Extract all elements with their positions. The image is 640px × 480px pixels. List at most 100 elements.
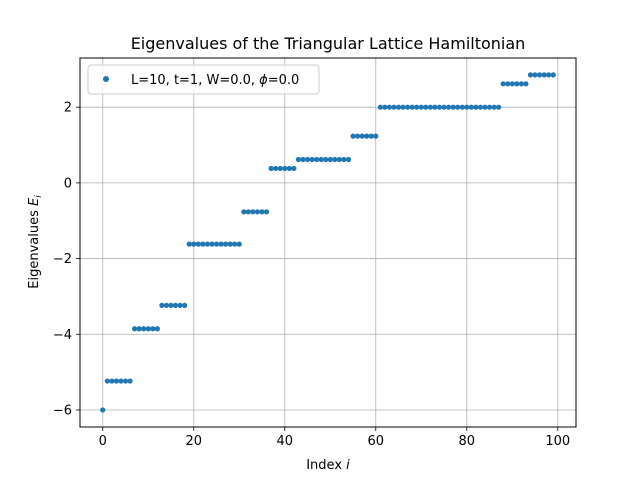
data-point [195, 241, 201, 247]
data-point [364, 133, 370, 139]
data-point [136, 326, 142, 332]
y-tick-label: −2 [53, 252, 72, 267]
data-point [177, 302, 183, 308]
data-point [182, 302, 188, 308]
x-axis-label: Index i [306, 458, 350, 473]
data-point [232, 241, 238, 247]
data-point [109, 378, 115, 384]
data-point [459, 104, 465, 110]
data-point [423, 104, 429, 110]
data-point [122, 378, 129, 384]
data-point [163, 302, 170, 308]
data-point [359, 133, 365, 139]
data-point [395, 104, 402, 110]
data-point [491, 104, 497, 110]
data-point [427, 104, 433, 110]
data-point [241, 209, 247, 215]
data-point [391, 104, 397, 110]
data-point [477, 104, 484, 110]
data-point [191, 241, 197, 247]
data-point [209, 241, 215, 247]
data-point [546, 72, 552, 78]
data-point [295, 156, 302, 163]
data-point [550, 72, 556, 78]
data-point [100, 407, 106, 413]
y-tick-label: −6 [53, 403, 72, 418]
data-point [541, 72, 547, 78]
data-point [500, 81, 506, 87]
data-point [213, 241, 220, 247]
data-point [314, 156, 320, 163]
data-point [455, 104, 461, 110]
y-tick-label: 2 [64, 101, 72, 116]
data-point [436, 104, 443, 110]
data-point [227, 241, 233, 247]
data-point [236, 241, 242, 247]
data-point [268, 165, 274, 172]
data-point [259, 209, 265, 215]
legend-box [87, 64, 320, 95]
data-point [441, 104, 447, 110]
data-point [304, 156, 311, 163]
data-point [382, 104, 388, 110]
data-point [336, 156, 342, 163]
data-point [273, 165, 279, 172]
data-point [345, 156, 352, 163]
data-point [350, 133, 356, 139]
data-point [159, 302, 165, 308]
data-point [527, 72, 534, 78]
data-point [300, 156, 306, 163]
data-point [450, 104, 456, 110]
data-point [254, 209, 261, 215]
data-point [486, 104, 493, 110]
data-point [218, 241, 224, 247]
chart-title: Eigenvalues of the Triangular Lattice Ha… [131, 34, 526, 53]
data-point [414, 104, 420, 110]
data-point [245, 209, 251, 215]
data-point [514, 81, 520, 87]
data-point [172, 302, 179, 308]
data-point [482, 104, 488, 110]
data-point [373, 133, 379, 139]
data-point [127, 378, 133, 384]
data-point [141, 326, 147, 332]
data-point [250, 209, 256, 215]
data-point [318, 156, 324, 163]
data-point [468, 104, 474, 110]
data-point [323, 156, 329, 163]
data-point [445, 104, 452, 110]
data-point [200, 241, 206, 247]
y-tick-label: −4 [53, 328, 72, 343]
data-point [464, 104, 470, 110]
data-point [145, 326, 151, 332]
data-point [409, 104, 415, 110]
data-point [309, 156, 315, 163]
data-point [518, 81, 524, 87]
data-point [536, 72, 543, 78]
data-point [496, 104, 502, 110]
data-point [354, 133, 361, 139]
data-point [277, 165, 283, 172]
legend-marker [103, 76, 109, 82]
data-point [368, 133, 374, 139]
x-tick-label: 80 [459, 434, 476, 449]
data-point [509, 81, 515, 87]
data-point [132, 326, 138, 332]
legend: L=10, t=1, W=0.0, ϕ=0.0 [87, 64, 320, 95]
data-point [291, 165, 297, 172]
x-tick-label: 100 [545, 434, 570, 449]
data-point [418, 104, 424, 110]
y-axis-label: Eigenvalues Ei [27, 195, 44, 289]
data-point [286, 165, 292, 172]
data-point [505, 81, 511, 87]
data-point [327, 156, 333, 163]
data-point [377, 104, 383, 110]
y-tick-label: 0 [64, 176, 72, 191]
data-point [204, 241, 211, 247]
data-point [532, 72, 538, 78]
legend-entry-label: L=10, t=1, W=0.0, ϕ=0.0 [131, 73, 299, 88]
x-tick-label: 40 [276, 434, 293, 449]
data-point [282, 165, 288, 172]
data-point [168, 302, 174, 308]
data-point [405, 104, 411, 110]
